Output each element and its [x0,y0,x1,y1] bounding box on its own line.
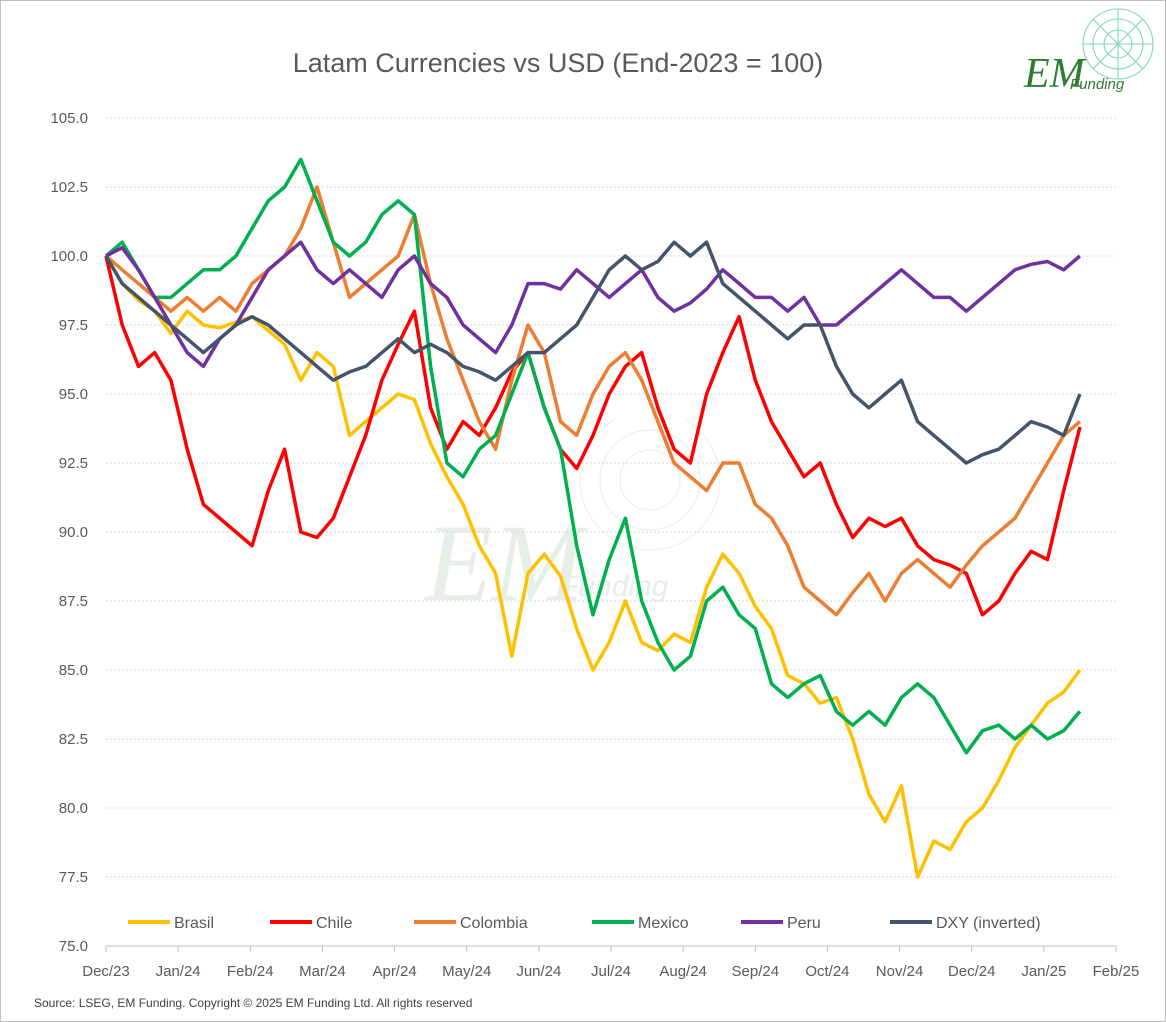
y-tick-label: 75.0 [59,938,88,955]
legend-label: DXY (inverted) [936,915,1041,932]
watermark-em: EM [425,502,584,624]
y-tick-label: 82.5 [59,731,88,748]
x-tick-label: Jul/24 [591,963,631,980]
x-tick-label: May/24 [442,963,491,980]
x-tick-label: Jan/25 [1021,963,1066,980]
series-line-peru [105,240,1082,369]
x-tick-label: Feb/25 [1093,963,1140,980]
y-tick-label: 92.5 [59,455,88,472]
watermark-funding: Funding [560,570,669,603]
series-line-chile [104,255,1082,617]
y-tick-label: 105.0 [50,110,88,127]
y-tick-label: 87.5 [59,593,88,610]
x-tick-label: Dec/23 [82,963,130,980]
x-tick-label: Apr/24 [372,963,416,980]
x-tick-label: Feb/24 [227,963,274,980]
series-line-brasil [104,255,1082,879]
logo-em: EM [1024,51,1085,97]
y-tick-label: 97.5 [59,317,88,334]
y-tick-label: 95.0 [59,386,88,403]
legend-label: Mexico [638,915,689,932]
logo-funding: Funding [1070,76,1125,93]
legend-label: Brasil [174,915,214,932]
legend-label: Peru [787,915,821,932]
x-tick-label: Sep/24 [732,963,780,980]
y-tick-label: 90.0 [59,524,88,541]
x-tick-label: Mar/24 [299,963,346,980]
x-tick-label: Dec/24 [948,963,996,980]
x-tick-label: Oct/24 [805,963,849,980]
x-tick-label: Jan/24 [156,963,201,980]
y-tick-label: 80.0 [59,800,88,817]
series-line-dxy-inverted- [104,240,1082,465]
y-tick-label: 85.0 [59,662,88,679]
y-tick-label: 77.5 [59,869,88,886]
y-tick-label: 102.5 [50,179,88,196]
legend-label: Chile [316,915,353,932]
x-tick-label: Nov/24 [876,963,924,980]
line-chart: 75.0 77.5 80.0 82.5 85.0 87.5 90.0 92.5 95.0 97.5… [50,110,1140,980]
y-tick-label: 100.0 [50,248,88,265]
series-line-mexico [104,157,1082,755]
source-note: Source: LSEG, EM Funding. Copyright © 20… [34,996,473,1010]
logo-mandala-icon [1082,8,1154,80]
x-tick-label: Aug/24 [659,963,707,980]
legend-label: Colombia [460,915,528,932]
chart-title: Latam Currencies vs USD (End-2023 = 100) [292,48,824,78]
series-line-colombia [104,185,1082,617]
x-tick-label: Jun/24 [516,963,561,980]
